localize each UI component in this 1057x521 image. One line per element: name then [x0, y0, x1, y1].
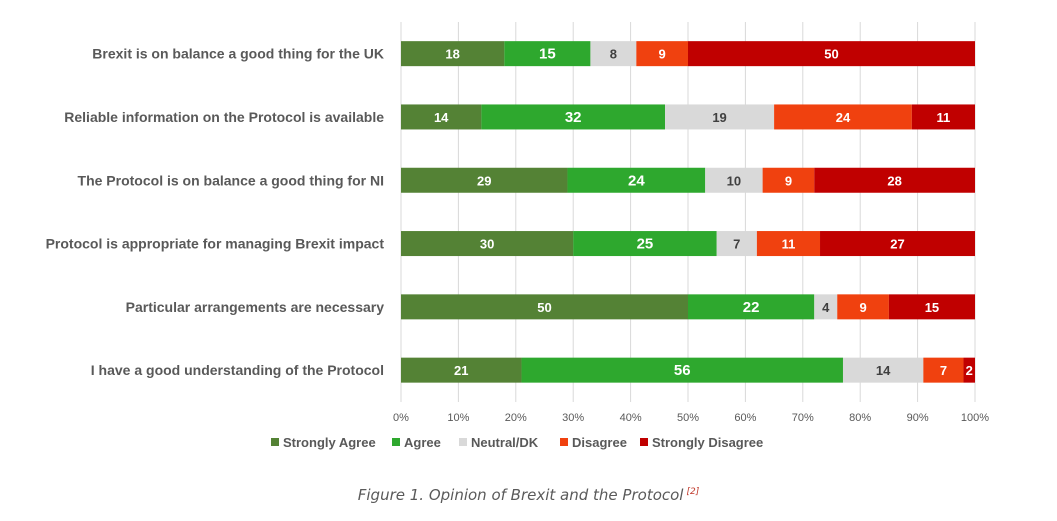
- bar-segment: [521, 357, 843, 383]
- data-label: 15: [539, 46, 556, 63]
- bar-segment: [567, 167, 706, 193]
- bar-segment: [688, 294, 815, 320]
- legend-label: Strongly Agree: [283, 435, 376, 450]
- data-label: 19: [712, 110, 726, 125]
- legend-label: Strongly Disagree: [652, 435, 763, 450]
- data-label: 9: [659, 47, 666, 62]
- bar-segment: [911, 104, 975, 130]
- bar-segment: [481, 104, 666, 130]
- legend-label: Disagree: [572, 435, 627, 450]
- legend-label: Neutral/DK: [471, 435, 539, 450]
- data-label: 50: [537, 300, 551, 315]
- caption-text: Figure 1. Opinion of Brexit and the Prot…: [357, 486, 684, 504]
- bar-segment: [573, 231, 717, 257]
- data-label: 27: [890, 237, 904, 252]
- data-label: 8: [610, 47, 617, 62]
- category-label: Brexit is on balance a good thing for th…: [92, 46, 384, 62]
- legend-label: Agree: [404, 435, 441, 450]
- bar-segment: [401, 41, 505, 67]
- bar-segment: [401, 167, 568, 193]
- data-label: 32: [565, 109, 582, 126]
- data-label: 7: [733, 237, 740, 252]
- x-tick-label: 30%: [562, 412, 584, 424]
- bar-segment: [636, 41, 688, 67]
- x-tick-label: 50%: [677, 412, 699, 424]
- data-label: 18: [445, 47, 459, 62]
- data-label: 56: [674, 362, 691, 379]
- bar-segment: [665, 104, 775, 130]
- bar-segment: [814, 167, 975, 193]
- legend-swatch: [560, 438, 568, 446]
- data-label: 4: [822, 300, 830, 315]
- legend-swatch: [271, 438, 279, 446]
- x-tick-label: 70%: [792, 412, 814, 424]
- data-label: 10: [727, 173, 741, 188]
- bar-segment: [705, 167, 763, 193]
- data-label: 14: [876, 363, 891, 378]
- data-label: 25: [637, 236, 654, 253]
- data-label: 9: [785, 173, 792, 188]
- legend-swatch: [459, 438, 467, 446]
- chart-svg: 0% 10% 20% 30% 40% 50% 60% 70% 80% 90% 100% Brexit …: [46, 22, 989, 450]
- data-label: 15: [925, 300, 939, 315]
- category-label: The Protocol is on balance a good thing …: [78, 172, 384, 188]
- category-label: I have a good understanding of the Proto…: [91, 362, 384, 378]
- bar-segment: [762, 167, 815, 193]
- bar-segment: [774, 104, 912, 130]
- caption-reference-link[interactable]: [2]: [686, 487, 700, 497]
- data-label: 14: [434, 110, 449, 125]
- bar-segment: [923, 357, 964, 383]
- bar-segment: [814, 294, 838, 320]
- legend-swatch: [640, 438, 648, 446]
- data-label: 7: [940, 363, 947, 378]
- data-label: 50: [824, 47, 838, 62]
- data-label: 28: [887, 173, 901, 188]
- data-label: 24: [836, 110, 851, 125]
- bar-segment: [820, 231, 975, 257]
- x-tick-label: 60%: [734, 412, 756, 424]
- category-label: Reliable information on the Protocol is …: [64, 109, 384, 125]
- legend-swatch: [392, 438, 400, 446]
- figure-caption: Figure 1. Opinion of Brexit and the Prot…: [0, 486, 1057, 504]
- bar-segment: [963, 357, 975, 383]
- bar-segment: [756, 231, 821, 257]
- x-tick-label: 90%: [907, 412, 929, 424]
- bar-segment: [590, 41, 637, 67]
- data-label: 11: [937, 110, 951, 125]
- bar-segment: [504, 41, 591, 67]
- x-tick-label: 10%: [447, 412, 469, 424]
- bar-segment: [688, 41, 975, 67]
- data-label: 11: [782, 237, 796, 252]
- category-label: Protocol is appropriate for managing Bre…: [46, 236, 385, 252]
- bar-segment: [888, 294, 975, 320]
- x-tick-label: 40%: [620, 412, 642, 424]
- bar-segment: [837, 294, 889, 320]
- x-tick-label: 80%: [849, 412, 871, 424]
- bar-segment: [401, 104, 482, 130]
- data-label: 30: [480, 237, 494, 252]
- bar-segment: [401, 294, 688, 320]
- bar-segment: [842, 357, 924, 383]
- data-label: 21: [454, 363, 468, 378]
- bar-segment: [716, 231, 757, 257]
- data-label: 22: [743, 299, 760, 316]
- data-label: 24: [628, 172, 645, 189]
- data-label: 2: [966, 363, 973, 378]
- x-tick-label: 100%: [961, 412, 989, 424]
- x-tick-label: 20%: [505, 412, 527, 424]
- bar-segment: [401, 357, 522, 383]
- stacked-bar-chart: 0% 10% 20% 30% 40% 50% 60% 70% 80% 90% 100% Brexit …: [46, 22, 989, 450]
- data-label: 29: [477, 173, 491, 188]
- bar-segment: [401, 231, 574, 257]
- category-label: Particular arrangements are necessary: [126, 299, 385, 315]
- x-tick-label: 0%: [393, 412, 409, 424]
- data-label: 9: [859, 300, 866, 315]
